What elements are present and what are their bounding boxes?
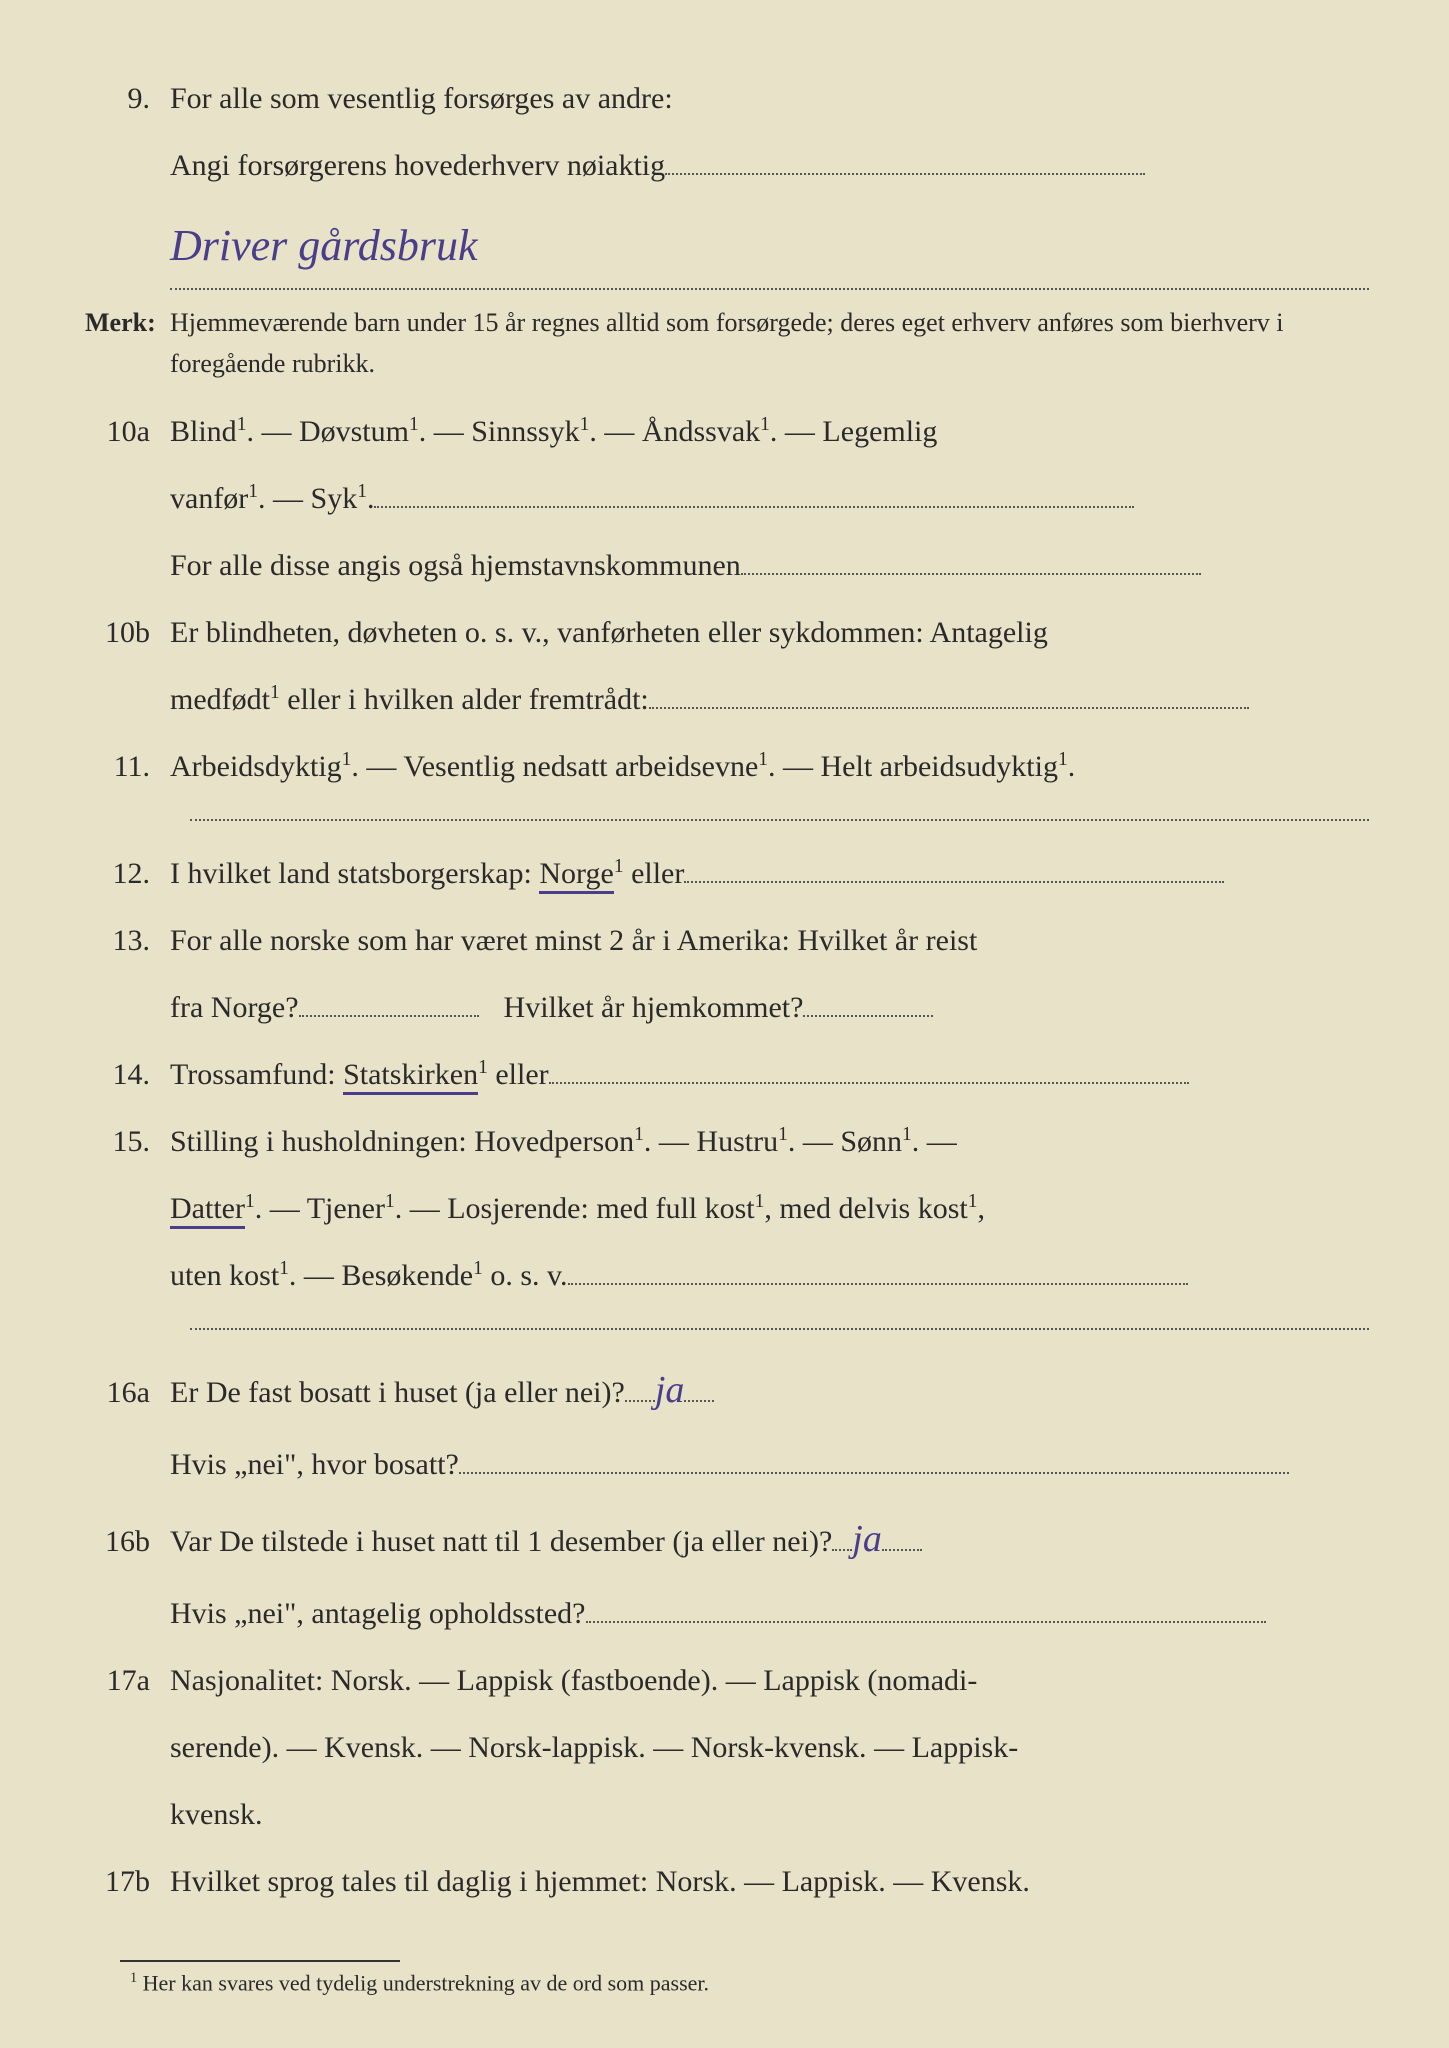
- q14-stat: Statskirken: [343, 1058, 478, 1095]
- footnote: 1 Her kan svares ved tydelig understrekn…: [130, 1970, 1369, 1996]
- q13-row1: 13. For alle norske som har været minst …: [80, 912, 1369, 969]
- q9-line1: For alle som vesentlig forsørges av andr…: [170, 70, 1369, 127]
- divider-2: [190, 1328, 1369, 1330]
- q17a-num: 17a: [80, 1664, 170, 1698]
- q17a-row3: kvensk.: [80, 1786, 1369, 1843]
- q14-row: 14. Trossamfund: Statskirken1 eller: [80, 1046, 1369, 1103]
- q17a-i: kvensk.: [170, 1786, 1369, 1843]
- q10b-line1: Er blindheten, døvheten o. s. v., vanfør…: [170, 604, 1369, 661]
- q9-row1: 9. For alle som vesentlig forsørges av a…: [80, 70, 1369, 127]
- merk-label: Merk:: [80, 308, 170, 338]
- q12-num: 12.: [80, 857, 170, 891]
- q12-norge: Norge: [539, 857, 613, 894]
- q11-row: 11. Arbeidsdyktig1. — Vesentlig nedsatt …: [80, 738, 1369, 795]
- q15-row1: 15. Stilling i husholdningen: Hovedperso…: [80, 1113, 1369, 1170]
- q13-row2: fra Norge? Hvilket år hjemkommet?: [80, 979, 1369, 1036]
- q14-num: 14.: [80, 1058, 170, 1092]
- q9-handwritten: Driver gårdsbruk: [170, 221, 478, 270]
- q9-row2: Angi forsørgerens hovederhverv nøiaktig: [80, 137, 1369, 194]
- merk-text: Hjemmeværende barn under 15 år regnes al…: [170, 302, 1369, 385]
- q16b-num: 16b: [80, 1525, 170, 1559]
- q17a-row1: 17a Nasjonalitet: Norsk. — Lappisk (fast…: [80, 1652, 1369, 1709]
- merk-row: Merk: Hjemmeværende barn under 15 år reg…: [80, 302, 1369, 385]
- q17b-num: 17b: [80, 1865, 170, 1899]
- q16b-row1: 16b Var De tilstede i huset natt til 1 d…: [80, 1503, 1369, 1575]
- q16a-row1: 16a Er De fast bosatt i huset (ja eller …: [80, 1354, 1369, 1426]
- q9-num: 9.: [80, 82, 170, 116]
- q15-row3: uten kost1. — Besøkende1 o. s. v.: [80, 1247, 1369, 1304]
- q9-handwritten-row: Driver gårdsbruk: [80, 204, 1369, 290]
- q17b-row: 17b Hvilket sprog tales til daglig i hje…: [80, 1853, 1369, 1910]
- q16a-answer: ja: [655, 1369, 685, 1411]
- q12-row: 12. I hvilket land statsborgerskap: Norg…: [80, 845, 1369, 902]
- q10a-row1: 10a Blind1. — Døvstum1. — Sinnssyk1. — Å…: [80, 403, 1369, 460]
- q10b-num: 10b: [80, 616, 170, 650]
- q15-datter: Datter: [170, 1192, 245, 1229]
- q17b-text: Hvilket sprog tales til daglig i hjemmet…: [170, 1853, 1369, 1910]
- q15-num: 15.: [80, 1125, 170, 1159]
- q10b-row1: 10b Er blindheten, døvheten o. s. v., va…: [80, 604, 1369, 661]
- q10a-row2: vanfør1. — Syk1.: [80, 470, 1369, 527]
- q13-line1: For alle norske som har været minst 2 år…: [170, 912, 1369, 969]
- divider-1: [190, 819, 1369, 821]
- q13-num: 13.: [80, 924, 170, 958]
- q10a-row3: For alle disse angis også hjemstavnskomm…: [80, 537, 1369, 594]
- q11-num: 11.: [80, 750, 170, 784]
- q10a-num: 10a: [80, 415, 170, 449]
- q9-line2: Angi forsørgerens hovederhverv nøiaktig: [170, 137, 1369, 194]
- q16b-row2: Hvis „nei", antagelig opholdssted?: [80, 1585, 1369, 1642]
- q16a-row2: Hvis „nei", hvor bosatt?: [80, 1436, 1369, 1493]
- q17a-row2: serende). — Kvensk. — Norsk-lappisk. — N…: [80, 1719, 1369, 1776]
- q10b-row2: medfødt1 eller i hvilken alder fremtrådt…: [80, 671, 1369, 728]
- q16a-num: 16a: [80, 1376, 170, 1410]
- q16b-answer: ja: [852, 1518, 882, 1560]
- footnote-separator: [120, 1960, 400, 1962]
- q15-row2: Datter1. — Tjener1. — Losjerende: med fu…: [80, 1180, 1369, 1237]
